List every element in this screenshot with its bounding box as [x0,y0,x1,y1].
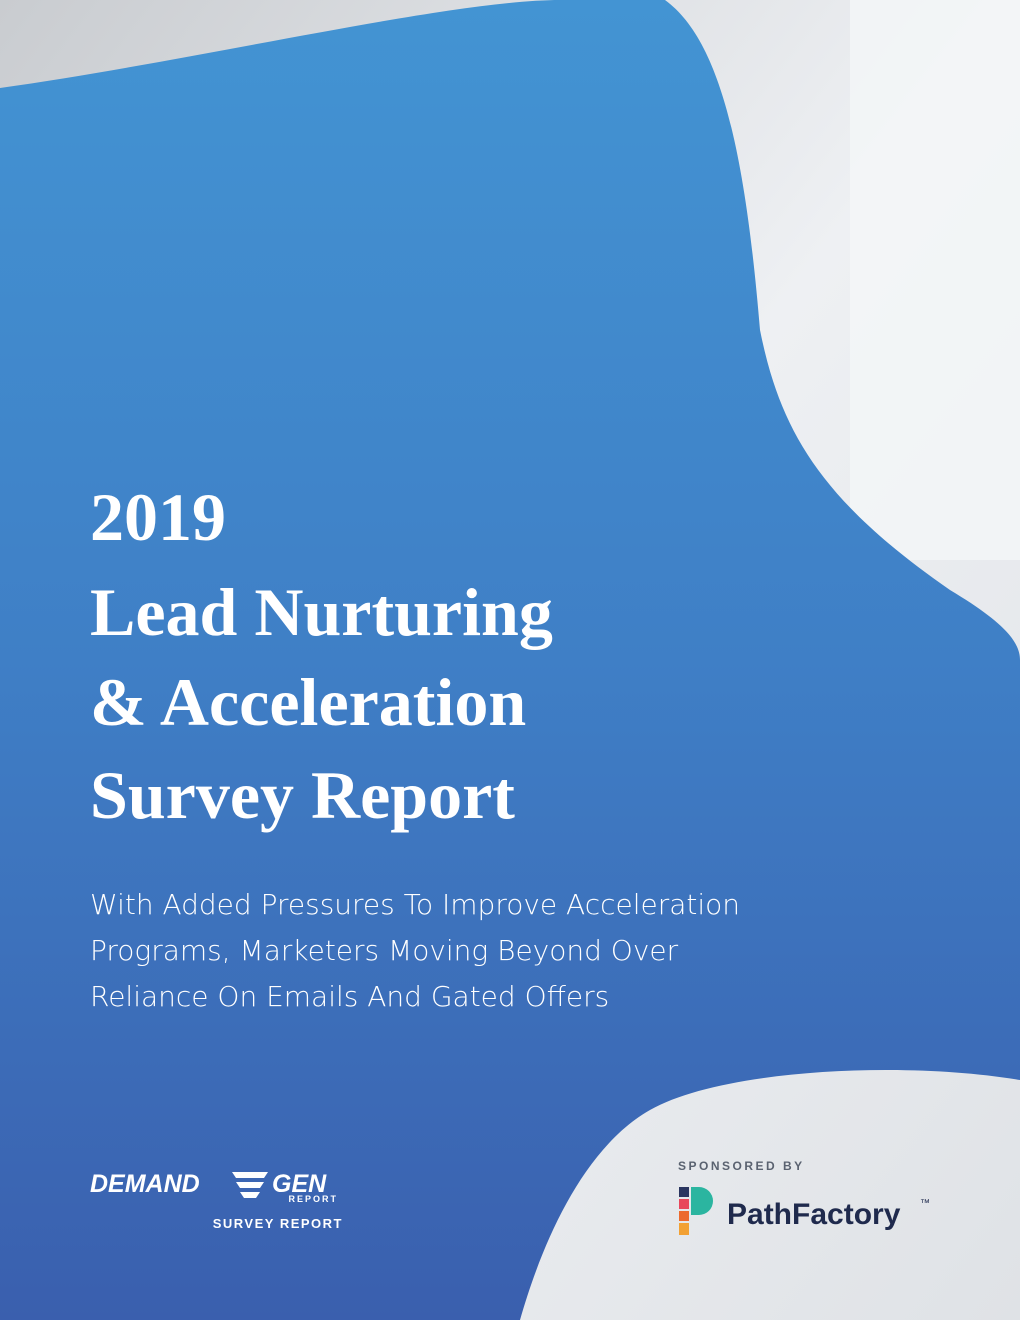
title-line: Survey Report [90,757,515,833]
icon-curve [691,1187,713,1215]
icon-block [679,1199,689,1209]
logo-word: GEN [272,1170,327,1198]
icon-block [679,1223,689,1235]
window-light [850,0,1020,560]
subtitle-line: With Added Pressures To Improve Accelera… [90,888,740,921]
title-line: Lead Nurturing [90,574,553,650]
subtitle-line: Programs, Marketers Moving Beyond Over [90,934,679,967]
publisher-logo: DEMAND GEN REPORT SURVEY REPORT [90,1170,343,1231]
sponsor-label: SPONSORED BY [678,1159,805,1173]
title-line: & Acceleration [90,664,526,740]
trademark: ™ [920,1198,930,1209]
icon-block [679,1187,689,1197]
sponsor: SPONSORED BY PathFactory ™ [678,1159,930,1235]
logo-icon [232,1172,268,1198]
logo-sub: REPORT [288,1194,338,1204]
icon-block [679,1211,689,1221]
title-line: 2019 [90,479,226,555]
logo-tagline: SURVEY REPORT [213,1216,343,1231]
logo-word: DEMAND [90,1170,200,1198]
subtitle-line: Reliance On Emails And Gated Offers [90,980,609,1013]
sponsor-name: PathFactory [727,1198,901,1231]
